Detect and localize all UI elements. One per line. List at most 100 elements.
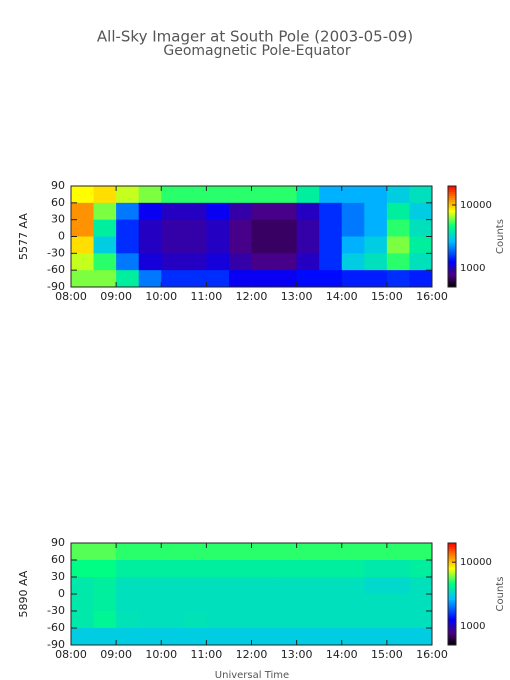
heat-cell (319, 577, 343, 595)
heat-cell (116, 219, 140, 237)
y-tick-label: 60 (51, 553, 65, 566)
heat-cell (138, 186, 162, 204)
colorbar-swatch (448, 188, 456, 191)
colorbar-swatch (448, 591, 456, 595)
colorbar-swatch (448, 549, 456, 552)
heat-cell (341, 219, 365, 237)
heat-cell (228, 186, 252, 204)
heat-cell (116, 202, 140, 221)
colorbar-swatch (448, 230, 456, 233)
heat-cell (71, 577, 94, 595)
colorbar-swatch (448, 280, 456, 284)
heat-cell (206, 270, 230, 288)
colorbar-swatch (448, 642, 456, 646)
heat-cell (296, 594, 320, 612)
colorbar-swatch (448, 596, 456, 599)
heat-cell (364, 253, 388, 271)
heat-cell (228, 628, 252, 646)
heat-cell (274, 186, 298, 204)
heat-cell (183, 628, 207, 646)
heat-cell (161, 236, 185, 254)
colorbar-swatch (448, 254, 456, 258)
heat-cell (409, 628, 433, 646)
colorbar-swatch (448, 276, 456, 280)
colorbar-swatch (448, 236, 456, 240)
heat-cell (341, 202, 365, 221)
heat-cell (206, 611, 230, 629)
colorbar-swatch (448, 638, 456, 642)
colorbar-swatch (448, 632, 456, 636)
heat-cell (138, 594, 162, 612)
colorbar-swatch (448, 636, 456, 640)
colorbar-swatch (448, 598, 456, 601)
heat-cell (228, 253, 252, 271)
colorbar-swatch (448, 268, 456, 272)
heat-cell (296, 270, 320, 288)
heat-cell (71, 594, 94, 612)
heat-cell (93, 543, 117, 561)
y-axis-label: 5577 AA (17, 213, 30, 260)
heat-cell (319, 236, 343, 254)
heat-cell (93, 236, 117, 254)
colorbar-swatch (448, 634, 456, 638)
heat-cell (138, 560, 162, 578)
heat-cell (138, 236, 162, 254)
heat-cell (319, 611, 343, 629)
heat-cell (296, 253, 320, 271)
heat-cell (206, 594, 230, 612)
heat-cell (409, 543, 433, 561)
colorbar-swatch (448, 198, 456, 201)
heat-cell (341, 270, 365, 288)
colorbar-swatch (448, 604, 456, 607)
heat-cell (228, 594, 252, 612)
heat-cell (364, 611, 388, 629)
heat-cell (138, 543, 162, 561)
heat-cell (251, 270, 275, 288)
heat-cell (296, 186, 320, 204)
heat-cell (251, 219, 275, 237)
heat-cell (364, 628, 388, 646)
heat-cell (274, 560, 298, 578)
y-tick-label: -60 (47, 621, 65, 634)
heat-cell (296, 219, 320, 237)
x-tick-label: 08:00 (55, 648, 87, 661)
heat-cell (183, 543, 207, 561)
colorbar-swatch (448, 212, 456, 215)
colorbar-swatch (448, 202, 456, 205)
y-tick-label: 90 (51, 536, 65, 549)
colorbar-swatch (448, 614, 456, 617)
heat-cell (161, 594, 185, 612)
heat-cell (183, 236, 207, 254)
heat-cell (319, 219, 343, 237)
colorbar-swatch (448, 210, 456, 213)
heat-cell (409, 560, 433, 578)
heat-cell (183, 186, 207, 204)
heat-cell (274, 594, 298, 612)
x-tick-label: 15:00 (371, 648, 403, 661)
colorbar-swatch (448, 594, 456, 597)
heat-cell (364, 219, 388, 237)
heat-cell (183, 219, 207, 237)
heat-cell (364, 270, 388, 288)
colorbar-swatch (448, 244, 456, 248)
heat-cell (93, 219, 117, 237)
colorbar-tick-label: 10000 (460, 200, 492, 211)
colorbar-swatch (448, 194, 456, 197)
heat-cell (71, 611, 94, 629)
colorbar-swatch (448, 585, 456, 589)
heat-cell (386, 577, 410, 595)
colorbar-swatch (448, 264, 456, 268)
heat-cell (93, 577, 117, 595)
heat-cell (341, 253, 365, 271)
heat-cell (364, 560, 388, 578)
colorbar-swatch (448, 583, 456, 587)
x-tick-label: 11:00 (191, 290, 223, 303)
heat-cell (409, 270, 433, 288)
heat-cell (93, 560, 117, 578)
colorbar-swatch (448, 226, 456, 229)
colorbar-swatch (448, 589, 456, 593)
heat-cell (93, 202, 117, 221)
heat-cell (138, 577, 162, 595)
colorbar-label: Counts (495, 577, 506, 612)
heat-cell (183, 202, 207, 221)
